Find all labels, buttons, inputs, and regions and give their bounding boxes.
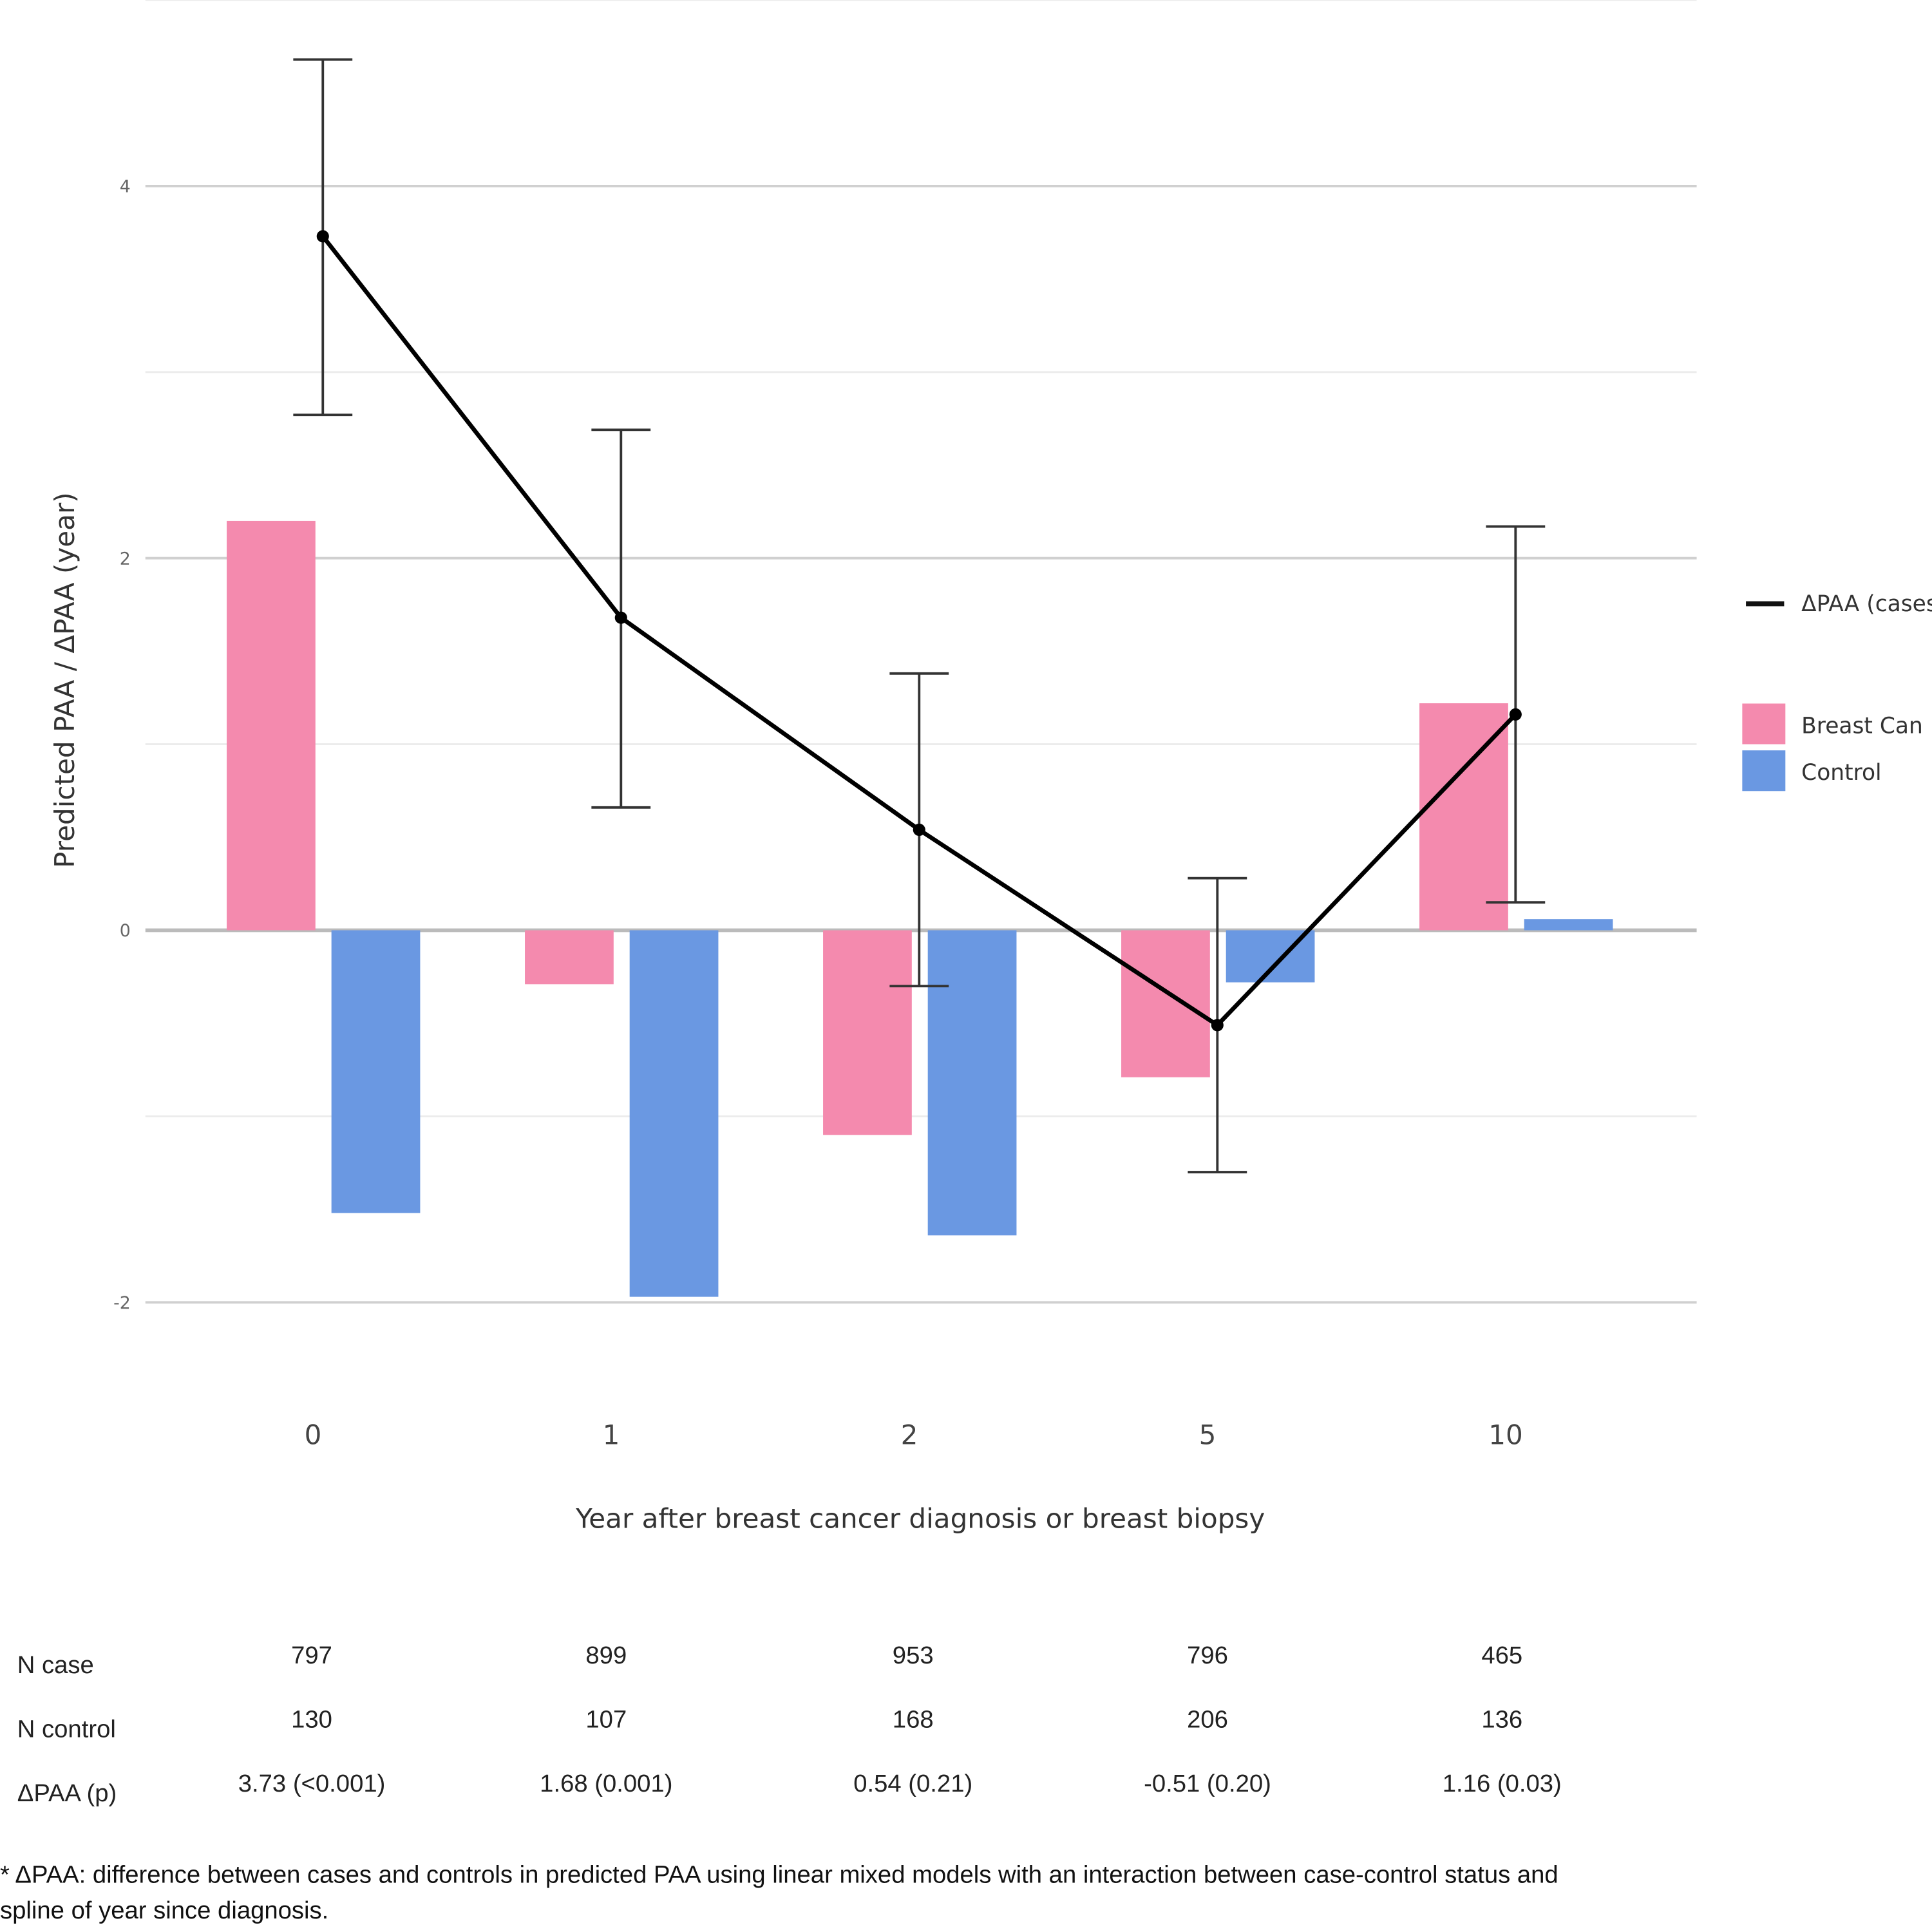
y-axis-label: Predicted PAA / ΔPAA (year) [49, 492, 80, 868]
table-cell: -0.51 (0.20) [1144, 1770, 1271, 1797]
y-tick-label: 4 [120, 176, 131, 196]
table-row-label: N control [17, 1716, 116, 1743]
bar-case [1121, 930, 1210, 1077]
line-point [1211, 1019, 1224, 1032]
table-cell: 136 [1481, 1705, 1522, 1733]
legend: ΔPAA (cases Breast Can Control [1742, 591, 1932, 791]
table-cell: 899 [585, 1642, 627, 1669]
x-tick-label: 5 [1199, 1419, 1217, 1450]
x-axis-ticks: 0 1 2 5 10 [305, 1419, 1523, 1450]
table-row-label: N case [17, 1651, 94, 1679]
bar-control [331, 930, 421, 1213]
table-cell: 953 [893, 1642, 934, 1669]
table-cell: 797 [291, 1642, 332, 1669]
footnote-line-2: spline of year since diagnosis. [0, 1897, 328, 1924]
y-axis-ticks: -2 0 2 4 [113, 176, 131, 1312]
table-cell: 3.73 (<0.001) [238, 1770, 386, 1797]
footnote-line-1: * ΔPAA: difference between cases and con… [0, 1861, 1558, 1888]
line-point [316, 230, 329, 243]
table-cell: 0.54 (0.21) [853, 1770, 972, 1797]
y-tick-label: 0 [120, 921, 131, 941]
legend-swatch-case [1742, 703, 1786, 744]
bar-control [1524, 919, 1613, 931]
table-cell: 107 [585, 1705, 627, 1733]
line-point [1509, 708, 1522, 721]
x-tick-label: 1 [603, 1419, 620, 1450]
line-point [614, 611, 627, 624]
line-point [913, 823, 925, 837]
table-row-label: ΔPAA (p) [17, 1779, 117, 1807]
x-tick-label: 0 [305, 1419, 322, 1450]
y-tick-label: -2 [113, 1293, 131, 1313]
table-cell: 130 [291, 1705, 332, 1733]
bar-case [1419, 703, 1508, 931]
bar-control [629, 930, 719, 1297]
table-cell: 796 [1187, 1642, 1228, 1669]
delta-paa-line [293, 58, 1546, 1174]
bars [227, 520, 1613, 1297]
legend-label-control: Control [1801, 760, 1881, 786]
y-tick-label: 2 [120, 549, 131, 569]
table-cell: 1.68 (0.001) [540, 1770, 672, 1797]
bar-case [823, 930, 912, 1135]
legend-label-delta-paa: ΔPAA (cases [1801, 591, 1932, 617]
x-axis-label: Year after breast cancer diagnosis or br… [575, 1502, 1265, 1534]
summary-table: N case 797 899 953 796 465 N control 130 107 168 2… [17, 1642, 1562, 1807]
table-cell: 465 [1481, 1642, 1522, 1669]
x-tick-label: 10 [1488, 1419, 1523, 1450]
legend-swatch-control [1742, 750, 1786, 791]
bar-case [525, 930, 614, 985]
bar-control [927, 930, 1017, 1236]
table-cell: 206 [1187, 1705, 1228, 1733]
bar-case [227, 520, 316, 931]
legend-label-case: Breast Can [1801, 713, 1923, 739]
x-tick-label: 2 [901, 1419, 918, 1450]
table-cell: 1.16 (0.03) [1443, 1770, 1562, 1797]
table-cell: 168 [893, 1705, 934, 1733]
